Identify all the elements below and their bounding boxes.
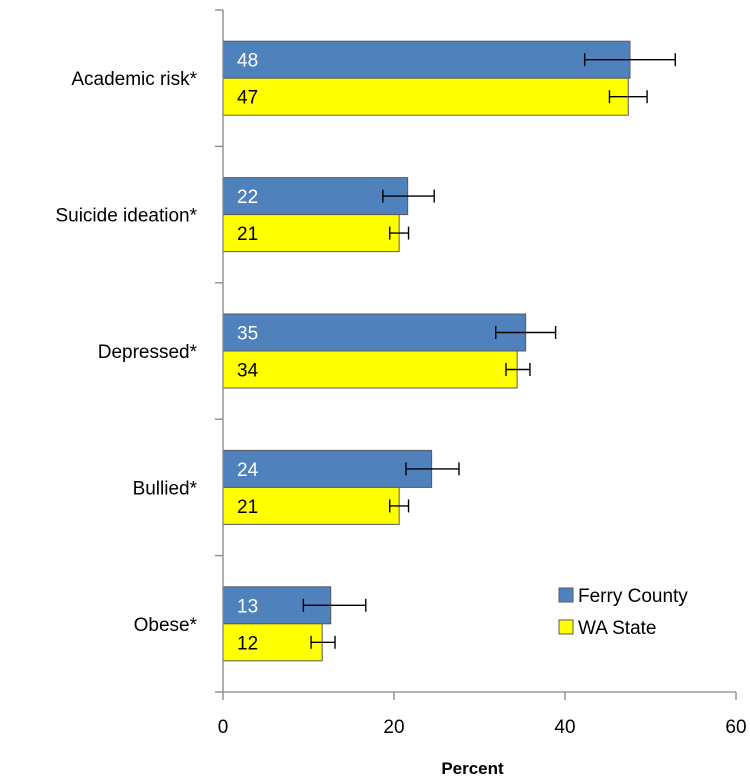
bar-ferry-county — [222, 313, 527, 352]
category-label: Academic risk* — [71, 69, 197, 90]
x-tick-label: 20 — [383, 717, 404, 738]
data-label: 35 — [237, 324, 258, 345]
bar-wa-state — [222, 350, 518, 389]
data-label: 22 — [237, 187, 258, 208]
x-axis-title: Percent — [441, 759, 504, 778]
category-label: Bullied* — [133, 478, 198, 499]
data-label: 13 — [237, 596, 258, 617]
data-label: 21 — [237, 224, 258, 245]
bar-ferry-county — [222, 449, 433, 488]
bar-wa-state — [222, 214, 400, 253]
data-label: 24 — [237, 460, 259, 481]
data-label: 21 — [237, 497, 258, 518]
axes-layer — [222, 10, 736, 693]
legend-swatch — [558, 619, 574, 635]
data-label: 48 — [237, 51, 258, 72]
labels-layer: Academic risk* 48 47 Suicide ideation* 22 21 D… — [55, 51, 258, 655]
data-label: 12 — [237, 633, 258, 654]
x-tick-label: 0 — [218, 717, 229, 738]
error-bars-layer — [302, 53, 676, 649]
legend: Ferry County WA State — [558, 586, 688, 639]
category-label: Depressed* — [98, 342, 198, 363]
bar-ferry-county — [222, 40, 631, 79]
category-label: Suicide ideation* — [55, 206, 197, 227]
data-label: 47 — [237, 88, 258, 109]
ticks-layer: 0 20 40 60 — [215, 9, 747, 738]
category-label: Obese* — [134, 615, 198, 636]
legend-label: Ferry County — [578, 586, 688, 607]
legend-label: WA State — [578, 618, 657, 639]
bar-ferry-county — [222, 177, 409, 216]
bar-wa-state — [222, 77, 629, 116]
bars-layer — [222, 40, 631, 662]
data-label: 34 — [237, 361, 259, 382]
x-tick-label: 60 — [725, 717, 746, 738]
legend-swatch — [558, 587, 574, 603]
x-tick-label: 40 — [554, 717, 575, 738]
